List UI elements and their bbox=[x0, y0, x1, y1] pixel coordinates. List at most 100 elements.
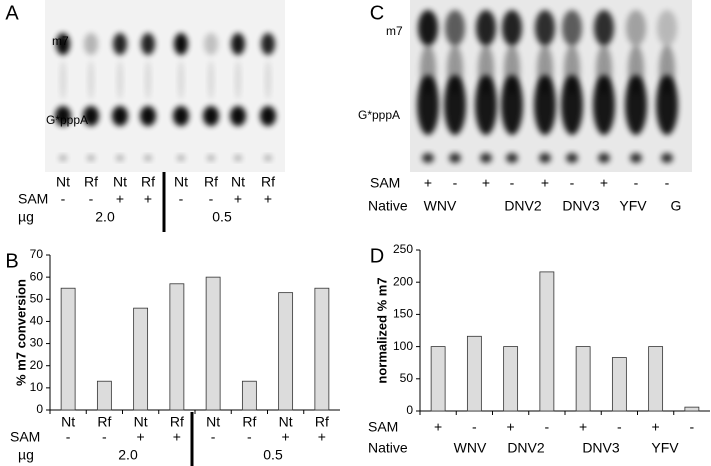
gel-spot bbox=[264, 155, 272, 161]
x-tick-label: Nt bbox=[206, 414, 220, 430]
band-label: G*pppA bbox=[358, 108, 400, 122]
sam-sign: - bbox=[510, 175, 515, 191]
dose-label: 0.5 bbox=[212, 209, 232, 225]
bar bbox=[241, 380, 257, 411]
native-label: G bbox=[671, 198, 682, 214]
sam-sign: + bbox=[282, 429, 290, 445]
y-tick-label: 40 bbox=[30, 314, 44, 328]
gel-spot bbox=[203, 106, 219, 126]
sam-sign: - bbox=[211, 429, 216, 445]
lane-label: Rf bbox=[204, 174, 218, 190]
gel-spot bbox=[449, 153, 461, 163]
gel-spot bbox=[60, 60, 66, 100]
bar bbox=[314, 287, 330, 411]
sam-sign: - bbox=[247, 429, 252, 445]
y-tick-label: 20 bbox=[30, 358, 44, 372]
gel-spot bbox=[173, 106, 189, 126]
band-label: m7 bbox=[52, 34, 69, 48]
lane-label: Rf bbox=[261, 174, 275, 190]
gel-spot bbox=[83, 106, 99, 126]
bar bbox=[169, 283, 185, 411]
band-label: m7 bbox=[386, 24, 403, 38]
lane-label: Rf bbox=[84, 174, 98, 190]
x-tick-label: Nt bbox=[279, 414, 293, 430]
sam-sign: + bbox=[424, 175, 432, 191]
gel-spot bbox=[598, 153, 610, 163]
panel-label: A bbox=[5, 2, 19, 24]
gel-spot bbox=[625, 75, 647, 135]
gel-spot bbox=[178, 60, 184, 100]
sam-sign: + bbox=[144, 191, 152, 207]
x-tick-label: Rf bbox=[242, 414, 256, 430]
y-tick-label: 50 bbox=[30, 291, 44, 305]
sam-sign: - bbox=[61, 191, 66, 207]
x-tick-label: + bbox=[579, 419, 587, 435]
x-tick-label: Rf bbox=[97, 414, 111, 430]
row-label: µg bbox=[18, 209, 34, 225]
lane-label: Nt bbox=[113, 174, 127, 190]
sam-sign: + bbox=[173, 429, 181, 445]
bar bbox=[96, 380, 112, 411]
gel-spot bbox=[88, 60, 94, 100]
x-tick-label: + bbox=[652, 419, 660, 435]
sam-sign: + bbox=[264, 191, 272, 207]
sam-sign: - bbox=[102, 429, 107, 445]
row-label: Native bbox=[368, 440, 408, 456]
y-axis-label: % m7 conversion bbox=[13, 279, 28, 386]
sam-sign: - bbox=[66, 429, 71, 445]
gel-spot bbox=[501, 75, 523, 135]
gel-spot bbox=[596, 45, 612, 95]
y-tick-label: 0 bbox=[36, 402, 43, 416]
gel-spot bbox=[265, 60, 271, 100]
gel-spot bbox=[420, 45, 436, 95]
gel-spot bbox=[260, 106, 276, 126]
gel-spot bbox=[113, 33, 127, 55]
gel-spot bbox=[140, 106, 156, 126]
gel-spot bbox=[659, 45, 675, 95]
y-tick-label: 0 bbox=[406, 403, 413, 417]
gel-spot bbox=[422, 153, 434, 163]
gel-spot bbox=[208, 60, 214, 100]
gel-spot bbox=[566, 153, 578, 163]
sam-sign: + bbox=[137, 429, 145, 445]
gel-spot bbox=[502, 10, 522, 46]
x-tick-label: Nt bbox=[134, 414, 148, 430]
sam-sign: + bbox=[116, 191, 124, 207]
lane-label: Rf bbox=[141, 174, 155, 190]
x-tick-label: - bbox=[617, 419, 622, 435]
native-label: WNV bbox=[454, 440, 487, 456]
sam-sign: - bbox=[453, 175, 458, 191]
gel-spot bbox=[593, 75, 615, 135]
sam-sign: + bbox=[234, 191, 242, 207]
row-label: SAM bbox=[370, 175, 400, 191]
gel-spot bbox=[418, 10, 438, 46]
bar bbox=[133, 307, 149, 411]
bar bbox=[466, 335, 482, 412]
gel-spot bbox=[504, 45, 520, 95]
row-label: SAM bbox=[18, 191, 48, 207]
bar bbox=[430, 346, 446, 412]
panel-label: B bbox=[5, 250, 18, 272]
gel-spot bbox=[231, 33, 245, 55]
gel-spot bbox=[630, 153, 642, 163]
dose-label: 2.0 bbox=[95, 209, 115, 225]
bar bbox=[575, 346, 591, 412]
x-tick-label: Rf bbox=[315, 414, 329, 430]
sam-sign: - bbox=[179, 191, 184, 207]
native-label: DNV2 bbox=[504, 198, 542, 214]
y-axis-label: normalized % m7 bbox=[374, 277, 389, 383]
bar bbox=[611, 357, 627, 412]
gel-spot bbox=[562, 10, 582, 46]
sam-sign: - bbox=[89, 191, 94, 207]
native-label: WNV bbox=[424, 198, 457, 214]
gel-spot bbox=[661, 153, 673, 163]
native-label: YFV bbox=[619, 198, 647, 214]
x-tick-label: + bbox=[507, 419, 515, 435]
gel-spot bbox=[535, 10, 555, 46]
x-tick-label: - bbox=[472, 419, 477, 435]
gel-spot bbox=[628, 45, 644, 95]
y-tick-label: 250 bbox=[393, 242, 413, 256]
bar bbox=[503, 346, 519, 412]
gel-spot bbox=[145, 60, 151, 100]
gel-spot bbox=[261, 33, 275, 55]
